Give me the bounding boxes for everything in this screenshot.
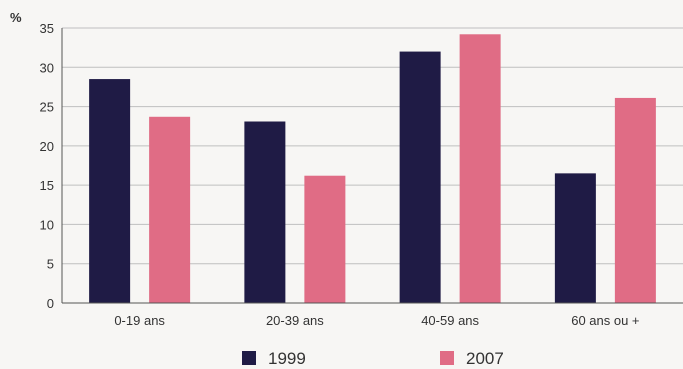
x-category-label: 40-59 ans	[421, 313, 479, 328]
legend-label-1999: 1999	[268, 349, 306, 368]
y-tick-label: 20	[40, 139, 54, 154]
legend-label-2007: 2007	[466, 349, 504, 368]
y-tick-label: 5	[47, 257, 54, 272]
y-tick-label: 30	[40, 60, 54, 75]
axes	[61, 28, 683, 304]
bar-1999-2	[399, 51, 441, 304]
x-axis-category-labels: 0-19 ans 20-39 ans 40-59 ans 60 ans ou +	[114, 313, 639, 328]
x-category-label: 0-19 ans	[114, 313, 165, 328]
bar-2007-3	[614, 97, 656, 303]
bar-1999-0	[89, 79, 131, 303]
x-category-label: 60 ans ou +	[571, 313, 639, 328]
bar-1999-1	[244, 121, 286, 303]
bars	[89, 34, 656, 304]
bar-2007-2	[459, 34, 501, 304]
y-tick-label: 35	[40, 21, 54, 36]
y-axis-ticks: 0 5 10 15 20 25 30 35	[40, 21, 54, 311]
bar-2007-0	[149, 116, 191, 304]
y-tick-label: 0	[47, 296, 54, 311]
y-tick-label: 25	[40, 100, 54, 115]
y-tick-label: 10	[40, 217, 54, 232]
legend: 1999 2007	[242, 349, 504, 368]
bar-2007-1	[304, 175, 346, 303]
legend-swatch-1999	[242, 351, 256, 365]
legend-swatch-2007	[440, 351, 454, 365]
x-category-label: 20-39 ans	[266, 313, 324, 328]
y-tick-label: 15	[40, 178, 54, 193]
bar-1999-3	[554, 173, 596, 303]
y-axis-unit-label: %	[10, 10, 22, 25]
